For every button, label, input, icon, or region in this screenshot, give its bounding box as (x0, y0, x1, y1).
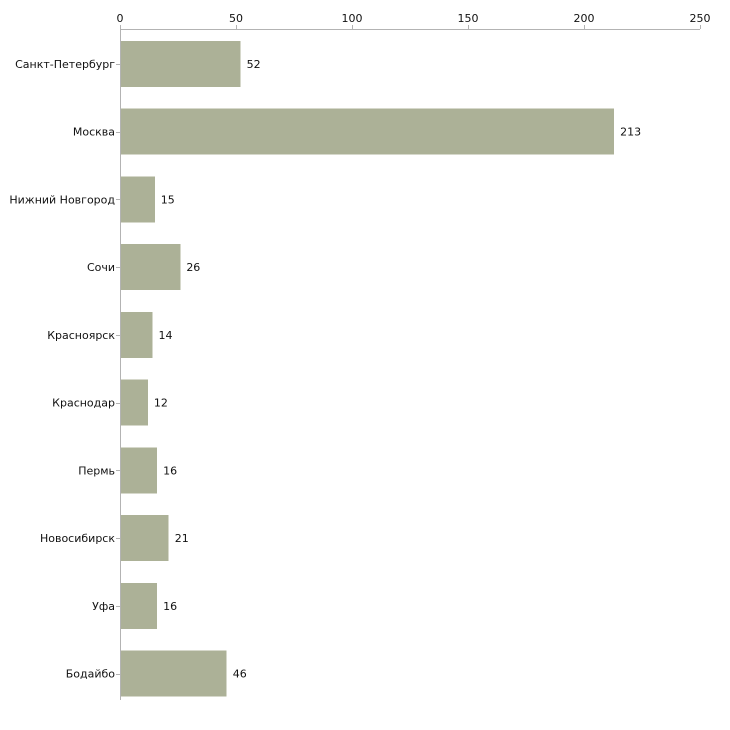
data-label: 15 (161, 193, 175, 206)
data-label: 16 (163, 464, 177, 477)
category-label: Бодайбо (66, 668, 116, 681)
labels: 0 50 100 150 200 250 Санкт-Петербург 52 Москва 21… (9, 12, 710, 681)
bar[interactable] (121, 650, 227, 697)
category-label: Новосибирск (40, 532, 115, 545)
x-tick-label: 0 (117, 12, 124, 25)
bar[interactable] (121, 176, 155, 223)
category-label: Красноярск (47, 329, 115, 342)
category-label: Пермь (78, 464, 115, 477)
data-label: 213 (620, 126, 641, 139)
x-tick-label: 250 (690, 12, 711, 25)
data-label: 16 (163, 600, 177, 613)
category-label: Санкт-Петербург (15, 58, 115, 71)
category-label: Москва (73, 126, 115, 139)
bar[interactable] (121, 40, 241, 87)
data-label: 46 (233, 668, 247, 681)
data-label: 14 (158, 329, 172, 342)
bar[interactable] (121, 108, 615, 155)
x-tick-label: 200 (574, 12, 595, 25)
bar[interactable] (121, 311, 153, 358)
data-label: 12 (154, 397, 168, 410)
bar[interactable] (121, 379, 148, 426)
bar[interactable] (121, 447, 158, 494)
bar[interactable] (121, 515, 169, 562)
x-tick-label: 50 (229, 12, 243, 25)
category-label: Краснодар (52, 397, 115, 410)
category-label: Уфа (92, 600, 115, 613)
data-label: 52 (247, 58, 261, 71)
bars (121, 40, 615, 697)
x-tick-label: 100 (342, 12, 363, 25)
bar[interactable] (121, 582, 158, 629)
bar[interactable] (121, 244, 181, 291)
x-tick-label: 150 (458, 12, 479, 25)
category-label: Нижний Новгород (9, 193, 115, 206)
axes (116, 25, 701, 700)
data-label: 26 (186, 261, 200, 274)
category-label: Сочи (87, 261, 115, 274)
data-label: 21 (175, 532, 189, 545)
